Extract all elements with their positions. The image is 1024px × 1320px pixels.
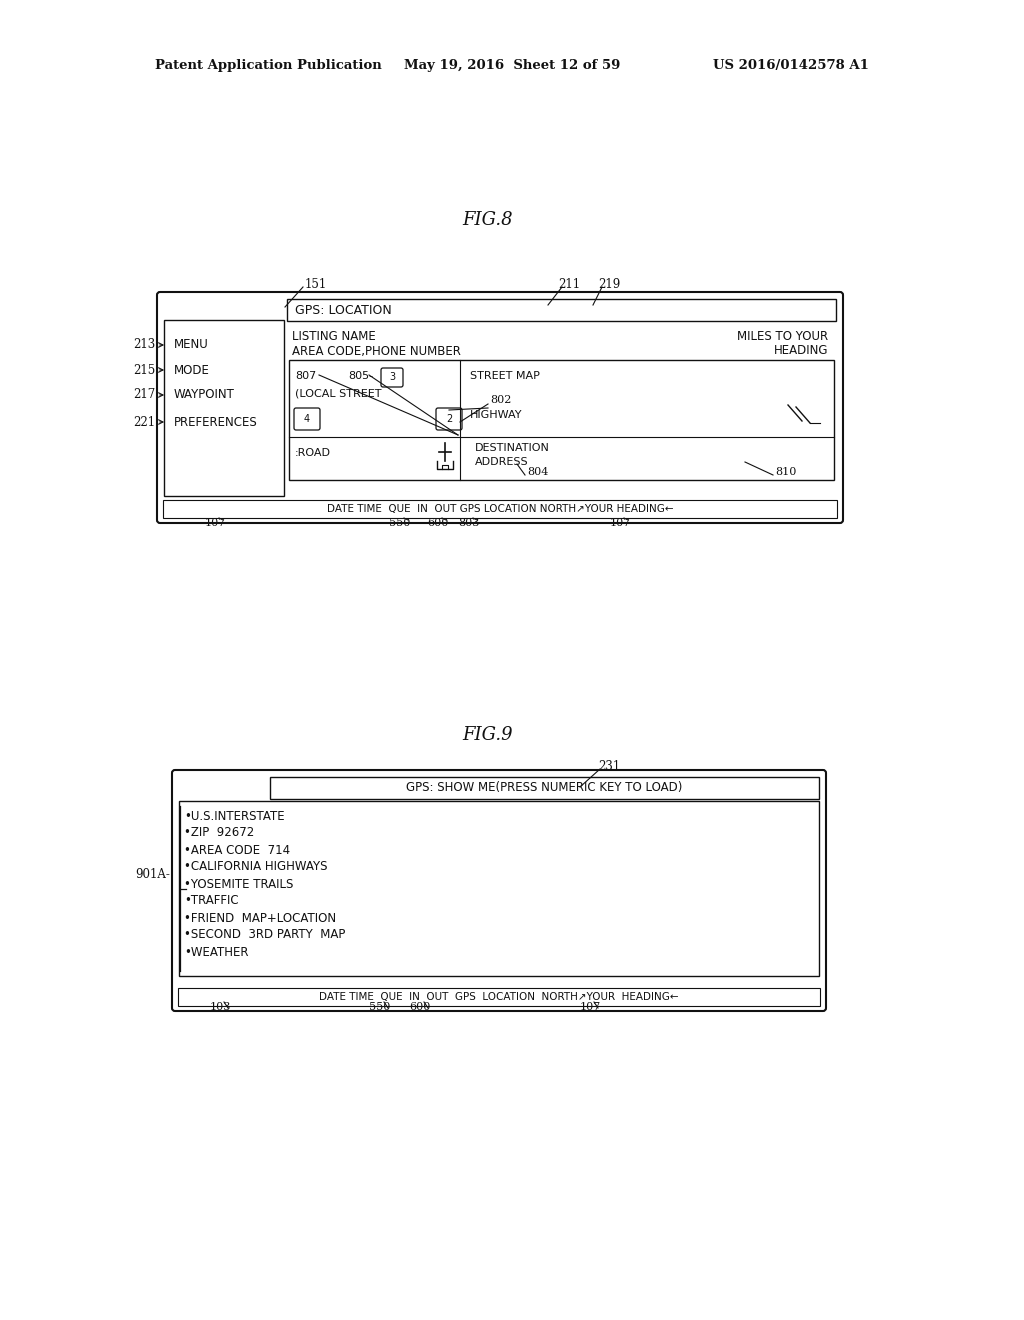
Text: LISTING NAME: LISTING NAME: [292, 330, 376, 342]
Text: FIG.8: FIG.8: [463, 211, 513, 228]
Text: DATE TIME  QUE  IN  OUT GPS LOCATION NORTH↗YOUR HEADING←: DATE TIME QUE IN OUT GPS LOCATION NORTH↗…: [327, 504, 674, 513]
Text: 107: 107: [609, 517, 631, 528]
Text: 802: 802: [490, 395, 511, 405]
Text: May 19, 2016  Sheet 12 of 59: May 19, 2016 Sheet 12 of 59: [403, 58, 621, 71]
Text: US 2016/0142578 A1: US 2016/0142578 A1: [713, 58, 869, 71]
Bar: [179, 801, 819, 975]
Text: 103: 103: [209, 1002, 230, 1012]
Bar: [287, 300, 836, 321]
Bar: [163, 500, 837, 517]
Text: DATE TIME  QUE  IN  OUT  GPS  LOCATION  NORTH↗YOUR  HEADING←: DATE TIME QUE IN OUT GPS LOCATION NORTH↗…: [319, 993, 679, 1002]
Text: HIGHWAY: HIGHWAY: [470, 411, 522, 420]
Text: 151: 151: [305, 279, 328, 292]
FancyBboxPatch shape: [294, 408, 319, 430]
Text: 600: 600: [410, 1002, 431, 1012]
Text: ADDRESS: ADDRESS: [475, 457, 528, 467]
Text: HEADING: HEADING: [773, 345, 828, 358]
Text: 810: 810: [775, 467, 797, 477]
Bar: [270, 777, 819, 799]
FancyBboxPatch shape: [172, 770, 826, 1011]
Text: AREA CODE,PHONE NUMBER: AREA CODE,PHONE NUMBER: [292, 345, 461, 358]
Text: 805-: 805-: [348, 371, 373, 381]
Text: •TRAFFIC: •TRAFFIC: [184, 895, 239, 908]
Text: 901A-: 901A-: [135, 869, 170, 882]
Text: 219: 219: [598, 279, 621, 292]
Text: :ROAD: :ROAD: [295, 447, 331, 458]
Text: •SECOND  3RD PARTY  MAP: •SECOND 3RD PARTY MAP: [184, 928, 345, 941]
Text: WAYPOINT: WAYPOINT: [174, 388, 234, 401]
Bar: [289, 360, 834, 480]
Text: 231: 231: [598, 760, 621, 774]
Text: 4: 4: [304, 414, 310, 424]
Text: •WEATHER: •WEATHER: [184, 945, 249, 958]
FancyBboxPatch shape: [436, 408, 462, 430]
Text: 803: 803: [459, 517, 479, 528]
Text: MODE: MODE: [174, 363, 210, 376]
Text: (LOCAL STREET: (LOCAL STREET: [295, 388, 382, 399]
Text: 550: 550: [389, 517, 411, 528]
FancyBboxPatch shape: [381, 368, 403, 387]
Text: 550: 550: [370, 1002, 391, 1012]
Text: 217: 217: [133, 388, 155, 401]
Text: DESTINATION: DESTINATION: [475, 444, 550, 453]
Text: •YOSEMITE TRAILS: •YOSEMITE TRAILS: [184, 878, 293, 891]
FancyBboxPatch shape: [157, 292, 843, 523]
Bar: [164, 319, 284, 496]
Text: GPS: LOCATION: GPS: LOCATION: [295, 304, 392, 317]
Text: 107: 107: [205, 517, 225, 528]
Text: 215: 215: [133, 363, 155, 376]
Bar: [178, 987, 820, 1006]
Text: 211: 211: [558, 279, 581, 292]
Text: 221: 221: [133, 416, 155, 429]
Text: 600: 600: [427, 517, 449, 528]
Text: 213: 213: [133, 338, 155, 351]
Text: •U.S.INTERSTATE: •U.S.INTERSTATE: [184, 809, 285, 822]
Text: Patent Application Publication: Patent Application Publication: [155, 58, 382, 71]
Text: GPS: SHOW ME(PRESS NUMERIC KEY TO LOAD): GPS: SHOW ME(PRESS NUMERIC KEY TO LOAD): [407, 781, 683, 795]
Text: 3: 3: [389, 372, 395, 383]
Text: •CALIFORNIA HIGHWAYS: •CALIFORNIA HIGHWAYS: [184, 861, 328, 874]
Text: 107: 107: [580, 1002, 601, 1012]
Text: 2: 2: [445, 414, 453, 424]
Text: FIG.9: FIG.9: [463, 726, 513, 744]
Text: •AREA CODE  714: •AREA CODE 714: [184, 843, 290, 857]
Text: MENU: MENU: [174, 338, 209, 351]
Text: 807: 807: [295, 371, 316, 381]
Text: PREFERENCES: PREFERENCES: [174, 416, 258, 429]
Text: MILES TO YOUR: MILES TO YOUR: [737, 330, 828, 342]
Text: •ZIP  92672: •ZIP 92672: [184, 826, 254, 840]
Text: STREET MAP: STREET MAP: [470, 371, 540, 381]
Text: •FRIEND  MAP+LOCATION: •FRIEND MAP+LOCATION: [184, 912, 336, 924]
Text: 804: 804: [527, 467, 549, 477]
